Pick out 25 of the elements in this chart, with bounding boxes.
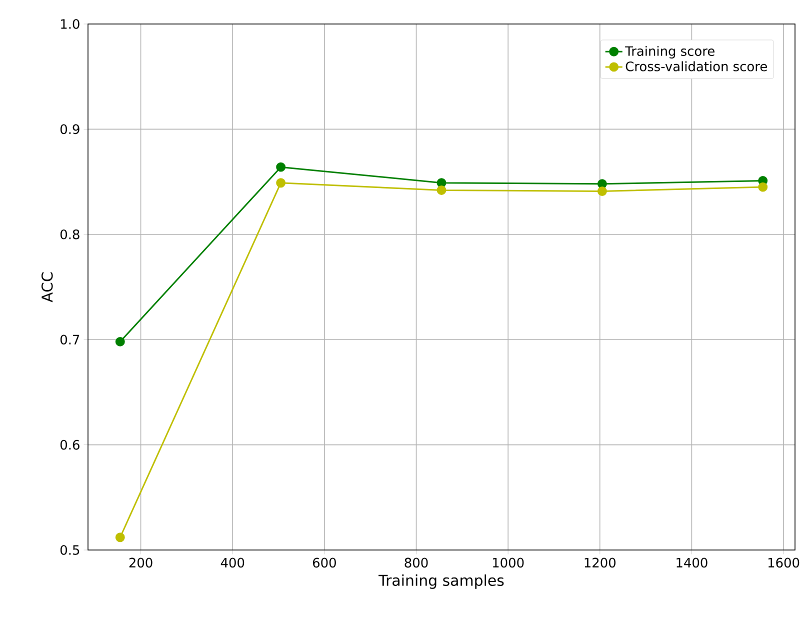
y-tick-label: 0.8 (60, 230, 80, 240)
y-tick-label: 1.0 (61, 19, 80, 29)
point (436, 185, 446, 195)
x-tick-label: 1600 (768, 558, 800, 568)
point (597, 186, 607, 196)
legend-label: Training score (625, 46, 714, 58)
x-axis-title: Training samples (378, 574, 504, 589)
point (276, 178, 286, 188)
x-tick-label: 200 (129, 558, 152, 568)
point (115, 532, 125, 542)
y-axis-title: ACC (41, 272, 53, 302)
x-tick-label: 800 (404, 558, 428, 568)
x-tick-label: 1200 (584, 558, 616, 568)
x-tick-label: 600 (312, 558, 336, 568)
point (758, 182, 768, 192)
x-tick-label: 400 (220, 558, 244, 568)
legend-label: Cross-validation score (626, 61, 767, 72)
point (276, 162, 286, 172)
y-tick-label: 0.9 (60, 124, 80, 134)
y-tick-label: 0.6 (60, 440, 80, 450)
y-tick-label: 0.7 (60, 334, 80, 344)
y-tick-label: 0.5 (60, 545, 80, 555)
x-tick-label: 1000 (493, 558, 524, 568)
x-tick-label: 1400 (676, 558, 708, 568)
point (115, 336, 125, 346)
